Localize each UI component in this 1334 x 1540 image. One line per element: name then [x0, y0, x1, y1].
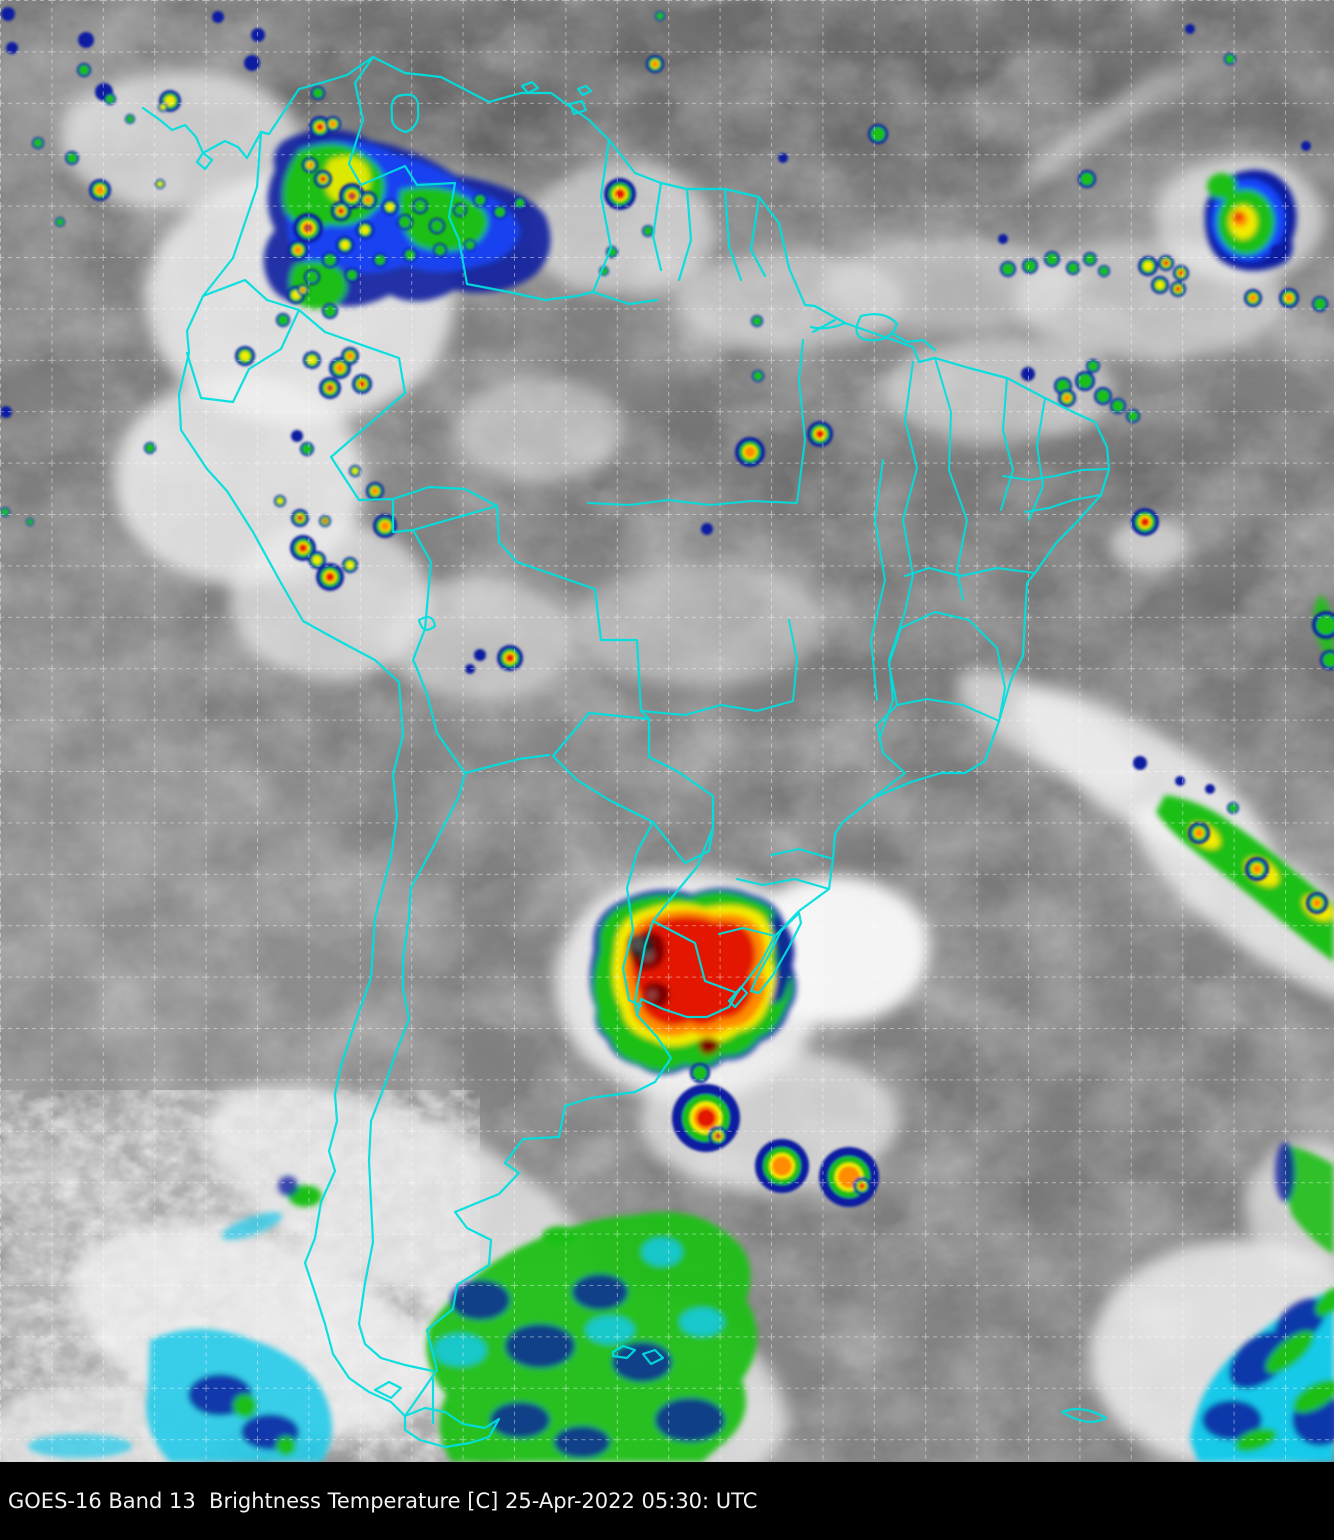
border-chile-bolivia-argentina	[413, 662, 551, 775]
border-brazil-venezuela	[465, 282, 659, 306]
border-brazil-uruguay	[651, 919, 739, 995]
border-venezuela-colombia	[347, 55, 469, 286]
border-ecuador-peru	[185, 308, 301, 404]
borders-brazil-states	[587, 339, 1110, 937]
lagoa-dos-patos	[727, 911, 803, 1009]
border-venezuela-guyana	[591, 138, 613, 294]
country-borders	[141, 55, 1111, 1449]
islands-trinidad	[520, 80, 593, 116]
coastline-south-america	[177, 55, 1111, 1418]
border-argentina-brazil-uruguay-river	[633, 826, 715, 1017]
coastline-panama	[141, 106, 263, 160]
south-georgia	[1060, 1407, 1108, 1423]
falkland-islands	[611, 1344, 665, 1366]
borders-guianas	[651, 181, 767, 282]
tierra-del-fuego	[373, 1380, 501, 1449]
lake-maracaibo	[390, 93, 420, 134]
amazon-delta	[809, 313, 937, 352]
border-bolivia-brazil	[411, 504, 651, 721]
lake-titicaca	[417, 616, 437, 631]
border-chile-argentina	[357, 771, 467, 1425]
parana-river	[621, 820, 655, 1008]
caption-bar: GOES-16 Band 13 Brightness Temperature […	[0, 1462, 1334, 1540]
caption-text: GOES-16 Band 13 Brightness Temperature […	[8, 1489, 758, 1513]
border-peru-brazil-bolivia	[329, 391, 433, 666]
graticule	[0, 0, 1334, 1462]
satellite-map	[0, 0, 1334, 1462]
